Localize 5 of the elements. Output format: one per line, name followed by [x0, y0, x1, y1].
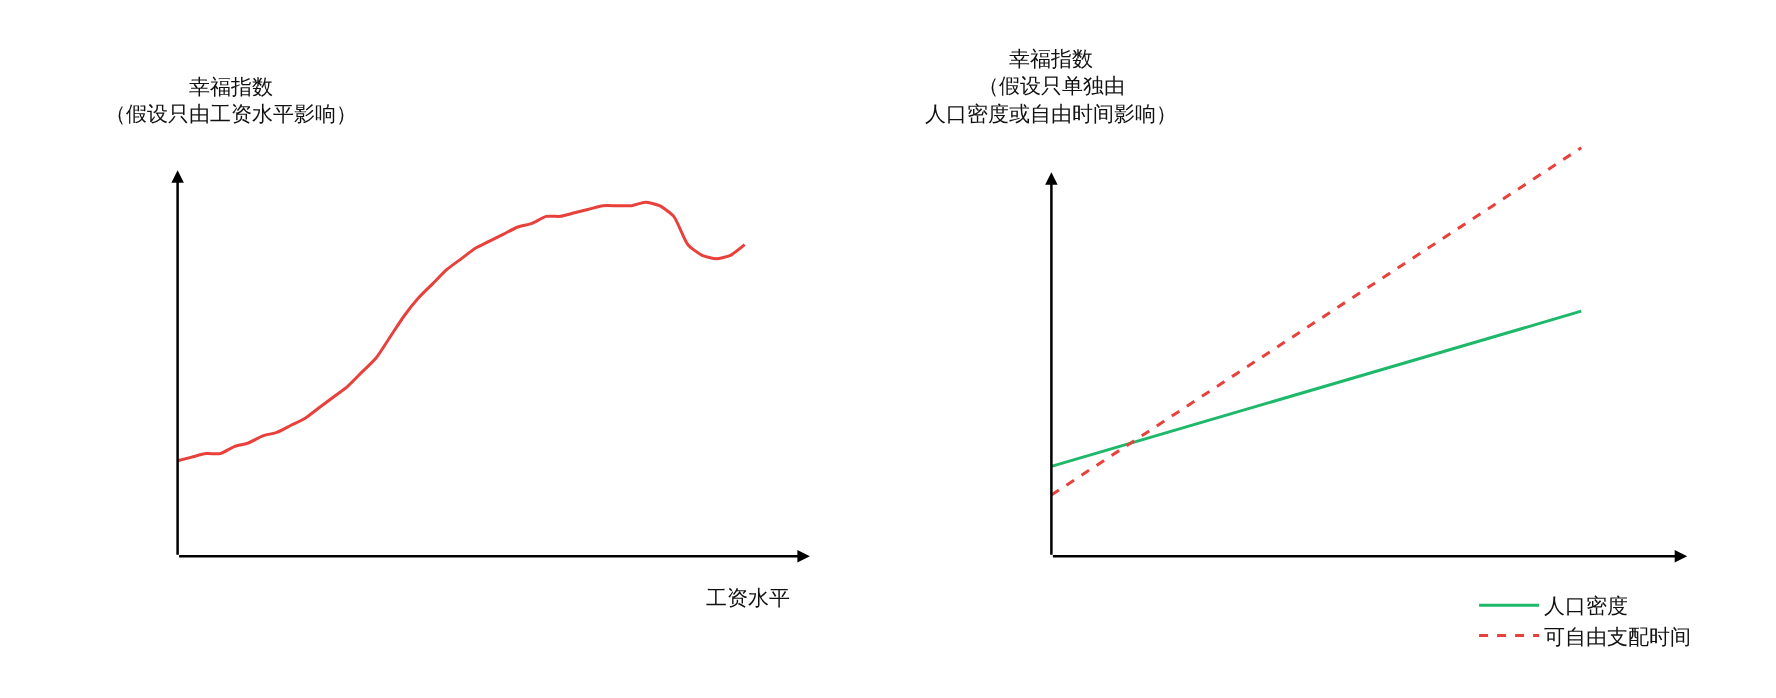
y-axis-title: 幸福指数（假设只单独由人口密度或自由时间影响）	[925, 47, 1177, 126]
x-axis-title: 工资水平	[706, 586, 790, 610]
legend-label: 人口密度	[1544, 594, 1629, 619]
legend-label: 可自由支配时间	[1544, 624, 1692, 649]
y-axis-title: 幸福指数（假设只由工资水平影响）	[105, 75, 357, 127]
